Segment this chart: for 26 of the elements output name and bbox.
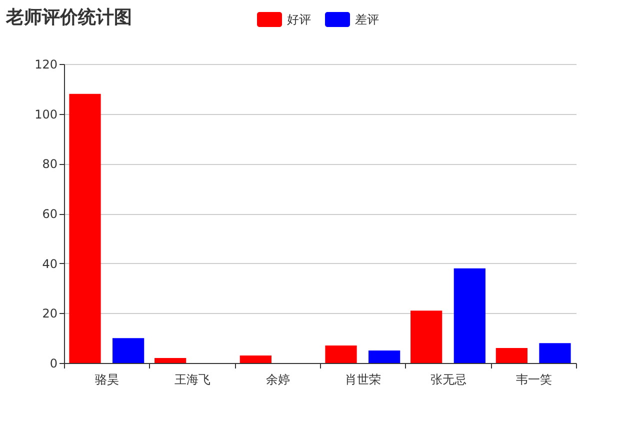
- bar: [240, 356, 272, 363]
- y-tick-label: 120: [34, 58, 58, 72]
- y-tick-label: 40: [42, 256, 58, 271]
- x-tick-label: 骆昊: [95, 372, 120, 386]
- bar: [410, 310, 442, 363]
- bar: [496, 348, 528, 363]
- y-tick-label: 0: [50, 356, 58, 370]
- x-tick-label: 张无忌: [430, 372, 466, 386]
- x-tick-label: 王海飞: [174, 372, 210, 386]
- legend-label: 好评: [287, 12, 311, 26]
- x-tick-label: 余婷: [266, 372, 290, 386]
- chart-title: 老师评价统计图: [5, 7, 132, 28]
- y-tick-label: 20: [42, 306, 58, 321]
- bar: [154, 358, 186, 363]
- x-tick-label: 肖世荣: [345, 372, 382, 386]
- bar: [325, 346, 357, 363]
- y-tick-label: 80: [42, 157, 58, 172]
- bar: [539, 343, 571, 363]
- y-tick-label: 100: [34, 107, 58, 122]
- legend-label: 差评: [355, 12, 379, 26]
- bar: [69, 94, 101, 363]
- bar: [368, 350, 400, 363]
- bar: [112, 338, 144, 363]
- x-tick-label: 韦一笑: [516, 372, 552, 386]
- bar: [454, 268, 486, 363]
- y-tick-label: 60: [42, 207, 58, 221]
